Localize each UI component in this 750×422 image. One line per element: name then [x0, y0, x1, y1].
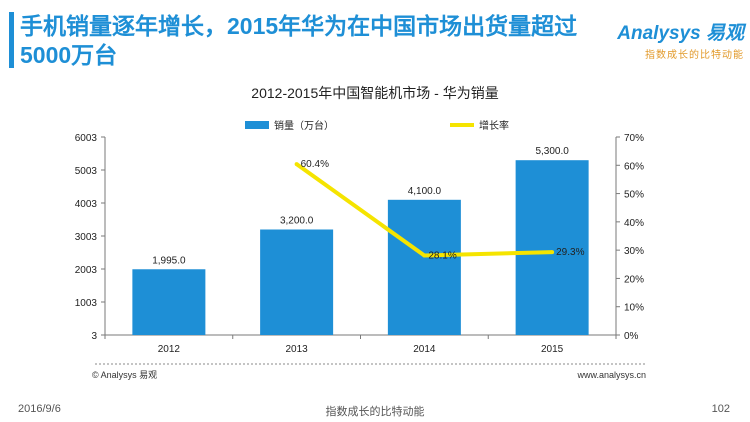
left-tick-label: 5003 [75, 166, 98, 177]
x-tick-label: 2012 [158, 344, 181, 355]
right-tick-label: 70% [624, 133, 644, 144]
right-tick-label: 20% [624, 274, 644, 285]
right-tick-label: 40% [624, 218, 644, 229]
legend-bar-swatch [245, 121, 269, 129]
right-tick-label: 10% [624, 303, 644, 314]
bar-value-label: 3,200.0 [280, 215, 314, 226]
bar-value-label: 1,995.0 [152, 255, 186, 266]
x-tick-label: 2015 [541, 344, 564, 355]
headline-accent-bar [9, 12, 14, 68]
left-tick-label: 2003 [75, 265, 98, 276]
footer-date: 2016/9/6 [18, 403, 61, 415]
brand-logo: Analysys 易观 指数成长的比特动能 [604, 18, 744, 66]
chart-title: 2012-2015年中国智能机市场 - 华为销量 [251, 85, 498, 101]
right-tick-label: 50% [624, 190, 644, 201]
bar-value-label: 5,300.0 [535, 146, 569, 157]
chart-source: © Analysys 易观 [92, 370, 157, 380]
x-tick-label: 2014 [413, 344, 436, 355]
legend-line-label: 增长率 [479, 119, 509, 132]
bar [515, 160, 589, 335]
right-tick-label: 30% [624, 246, 644, 257]
growth-value-label: 60.4% [301, 159, 329, 170]
chart-axes: 3 1003 2003 3003 4003 5003 6003 0% 10% 20% 30% 40% 5… [75, 133, 644, 355]
right-tick-label: 0% [624, 331, 639, 342]
chart-url: www.analysys.cn [576, 370, 646, 380]
growth-point [550, 250, 555, 255]
growth-line-series: 60.4% 28.1% 29.3% [294, 159, 585, 262]
left-tick-label: 4003 [75, 199, 98, 210]
bar [387, 199, 461, 335]
left-tick-label: 1003 [75, 298, 98, 309]
right-tick-label: 60% [624, 161, 644, 172]
growth-value-label: 29.3% [556, 247, 584, 258]
page-title: 手机销量逐年增长，2015年华为在中国市场出货量超过5000万台 [20, 13, 578, 68]
brand-tagline: 指数成长的比特动能 [645, 50, 744, 61]
bar-value-label: 4,100.0 [408, 186, 442, 197]
growth-point [294, 162, 299, 167]
left-tick-label: 3003 [75, 232, 98, 243]
huawei-sales-chart: 2012-2015年中国智能机市场 - 华为销量 销量（万台） 增长率 3 100… [75, 85, 646, 380]
bar-series: 1,995.0 3,200.0 4,100.0 5,300.0 [132, 146, 589, 335]
chart-legend: 销量（万台） 增长率 [245, 119, 509, 132]
brand-logo-text: Analysys 易观 [617, 23, 744, 44]
growth-value-label: 28.1% [428, 251, 456, 262]
bar [260, 229, 334, 335]
legend-bar-label: 销量（万台） [274, 119, 334, 132]
bar [132, 269, 206, 335]
x-tick-label: 2013 [286, 344, 309, 355]
page-number: 102 [711, 403, 730, 415]
growth-point [422, 253, 427, 258]
left-tick-label: 3 [91, 331, 97, 342]
left-tick-label: 6003 [75, 133, 98, 144]
footer-tagline: 指数成长的比特动能 [325, 406, 425, 418]
